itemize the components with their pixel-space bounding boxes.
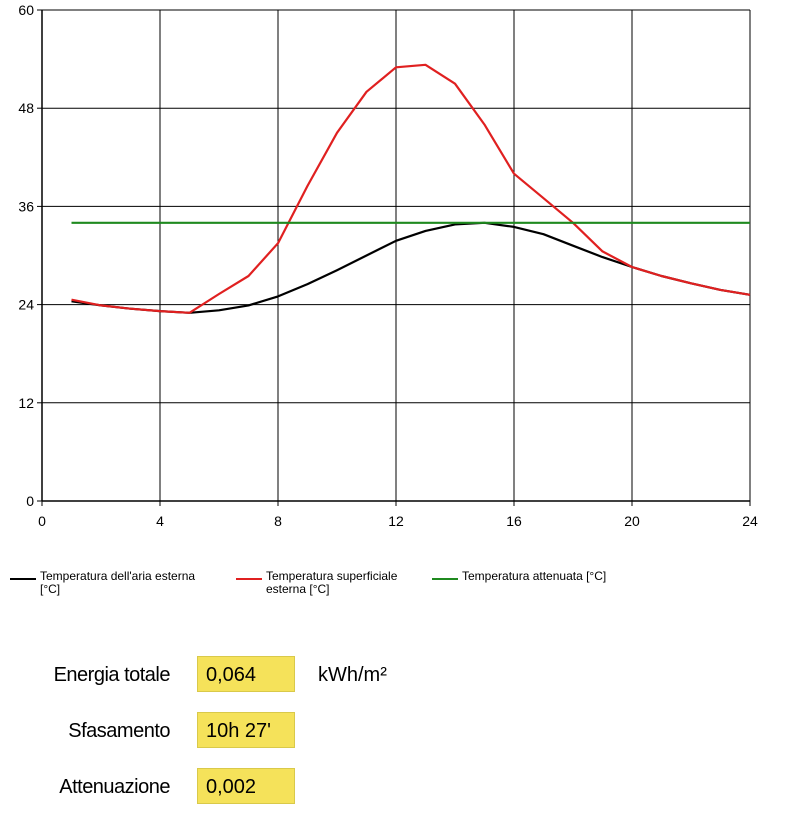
- chart-series: [71, 63, 751, 314]
- series-aria-esterna: [71, 221, 751, 314]
- chart-axes: [37, 9, 751, 506]
- energia-totale-field[interactable]: 0,064: [197, 656, 295, 692]
- sfasamento-label: Sfasamento: [68, 720, 170, 742]
- legend-label-aria-esterna-2: [°C]: [40, 582, 61, 596]
- y-tick-label-48: 48: [18, 100, 34, 116]
- x-tick-label-16: 16: [506, 513, 522, 529]
- attenuazione-label: Attenuazione: [59, 776, 170, 798]
- legend-label-attenuata: Temperatura attenuata [°C]: [462, 569, 607, 583]
- y-tick-label-24: 24: [18, 297, 34, 313]
- x-tick-label-0: 0: [38, 513, 46, 529]
- energia-totale-unit: kWh/m²: [318, 664, 387, 686]
- y-tick-label-0: 0: [26, 493, 34, 509]
- attenuazione-field[interactable]: 0,002: [197, 768, 295, 804]
- y-tick-label-60: 60: [18, 2, 34, 18]
- y-tick-label-36: 36: [18, 198, 34, 214]
- chart-legend: Temperatura dell'aria esterna [°C] Tempe…: [0, 570, 800, 610]
- series-superficiale-esterna: [71, 63, 751, 314]
- legend-swatch-aria-esterna: [10, 578, 36, 580]
- energia-totale-label: Energia totale: [53, 664, 171, 686]
- legend-label-superficiale-1: Temperatura superficiale: [266, 569, 398, 583]
- chart-grid: [41, 9, 751, 502]
- x-tick-label-12: 12: [388, 513, 404, 529]
- legend-item-superficiale-esterna: Temperatura superficiale esterna [°C]: [236, 570, 397, 596]
- y-tick-label-12: 12: [18, 395, 34, 411]
- x-tick-label-24: 24: [742, 513, 758, 529]
- legend-swatch-attenuata: [432, 578, 458, 580]
- x-tick-label-8: 8: [274, 513, 282, 529]
- legend-item-aria-esterna: Temperatura dell'aria esterna [°C]: [10, 570, 195, 596]
- legend-item-attenuata: Temperatura attenuata [°C]: [432, 570, 606, 583]
- sfasamento-field[interactable]: 10h 27': [197, 712, 295, 748]
- legend-swatch-superficiale-esterna: [236, 578, 262, 580]
- x-tick-label-4: 4: [156, 513, 164, 529]
- legend-label-aria-esterna-1: Temperatura dell'aria esterna: [40, 569, 196, 583]
- x-tick-label-20: 20: [624, 513, 640, 529]
- legend-label-superficiale-2: esterna [°C]: [266, 582, 330, 596]
